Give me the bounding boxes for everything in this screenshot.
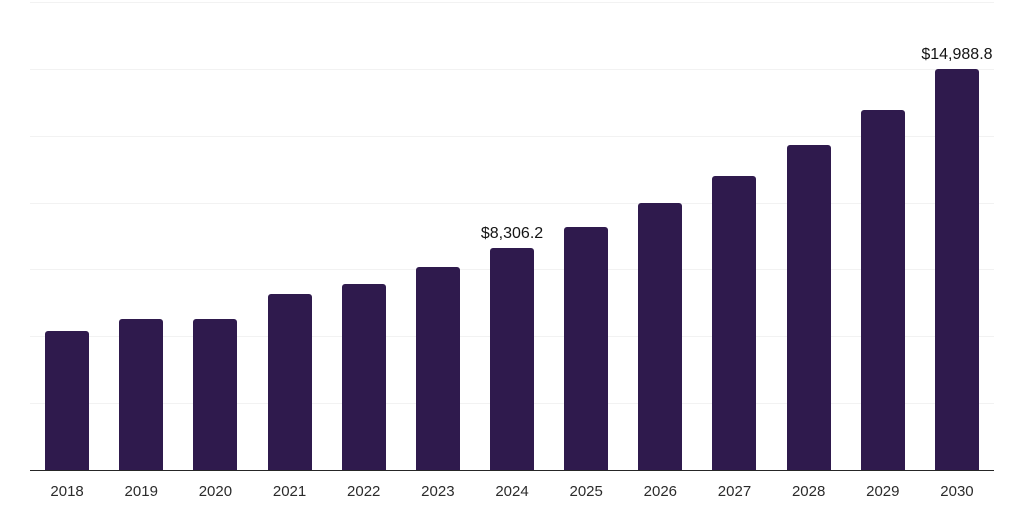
bar-slot-2023 — [401, 2, 475, 470]
x-tick-label-2029: 2029 — [866, 483, 900, 500]
bar-slot-2024: $8,306.2 — [475, 2, 549, 470]
bar-2019[interactable] — [119, 319, 164, 470]
bar-slot-2027 — [697, 2, 771, 470]
x-tick-label-2030: 2030 — [940, 483, 974, 500]
bar-value-label-2024: $8,306.2 — [480, 224, 544, 242]
x-tick-label-2020: 2020 — [198, 483, 233, 500]
x-tick-label-2028: 2028 — [791, 483, 826, 500]
x-tick-label-2026: 2026 — [643, 483, 678, 500]
bar-2024[interactable] — [490, 247, 535, 470]
gridline — [30, 2, 994, 3]
bar-2018[interactable] — [45, 331, 90, 470]
bar-2027[interactable] — [712, 175, 757, 470]
bar-slot-2029 — [846, 2, 920, 470]
x-tick-label-2019: 2019 — [124, 483, 158, 500]
x-tick-label-2023: 2023 — [421, 483, 455, 500]
bar-slot-2022 — [327, 2, 401, 470]
bar-slot-2020 — [178, 2, 252, 470]
bar-2023[interactable] — [415, 266, 460, 470]
x-tick-label-2024: 2024 — [495, 483, 529, 500]
bar-slot-2028 — [772, 2, 846, 470]
bar-2025[interactable] — [564, 226, 609, 470]
bar-value-label-2030: $14,988.8 — [921, 46, 993, 64]
bar-slot-2025 — [549, 2, 623, 470]
bar-slot-2030: $14,988.8 — [920, 2, 994, 470]
x-tick-label-2018: 2018 — [50, 483, 84, 500]
bar-2028[interactable] — [786, 144, 831, 470]
plot-area: $8,306.2 $14,988.8 — [30, 2, 994, 471]
bar-2029[interactable] — [860, 110, 905, 470]
bars-container: $8,306.2 $14,988.8 — [30, 2, 994, 470]
x-tick-label-2022: 2022 — [347, 483, 381, 500]
bar-slot-2019 — [104, 2, 178, 470]
bar-2030[interactable] — [934, 69, 979, 470]
x-tick-label-2021: 2021 — [272, 483, 307, 500]
x-axis-labels: 2018 2019 2020 2021 2022 2023 2024 2025 2026 2027… — [30, 483, 994, 501]
gridline — [30, 202, 994, 204]
bar-slot-2021 — [252, 2, 326, 470]
bar-2026[interactable] — [638, 202, 683, 470]
bar-2020[interactable] — [193, 318, 238, 470]
bar-slot-2026 — [623, 2, 697, 470]
x-tick-label-2027: 2027 — [717, 483, 752, 500]
gridline — [30, 135, 994, 137]
bar-2021[interactable] — [267, 293, 312, 470]
x-tick-label-2025: 2025 — [569, 483, 603, 500]
gridline — [30, 68, 994, 70]
bar-2022[interactable] — [341, 283, 386, 470]
bar-slot-2018 — [30, 2, 104, 470]
